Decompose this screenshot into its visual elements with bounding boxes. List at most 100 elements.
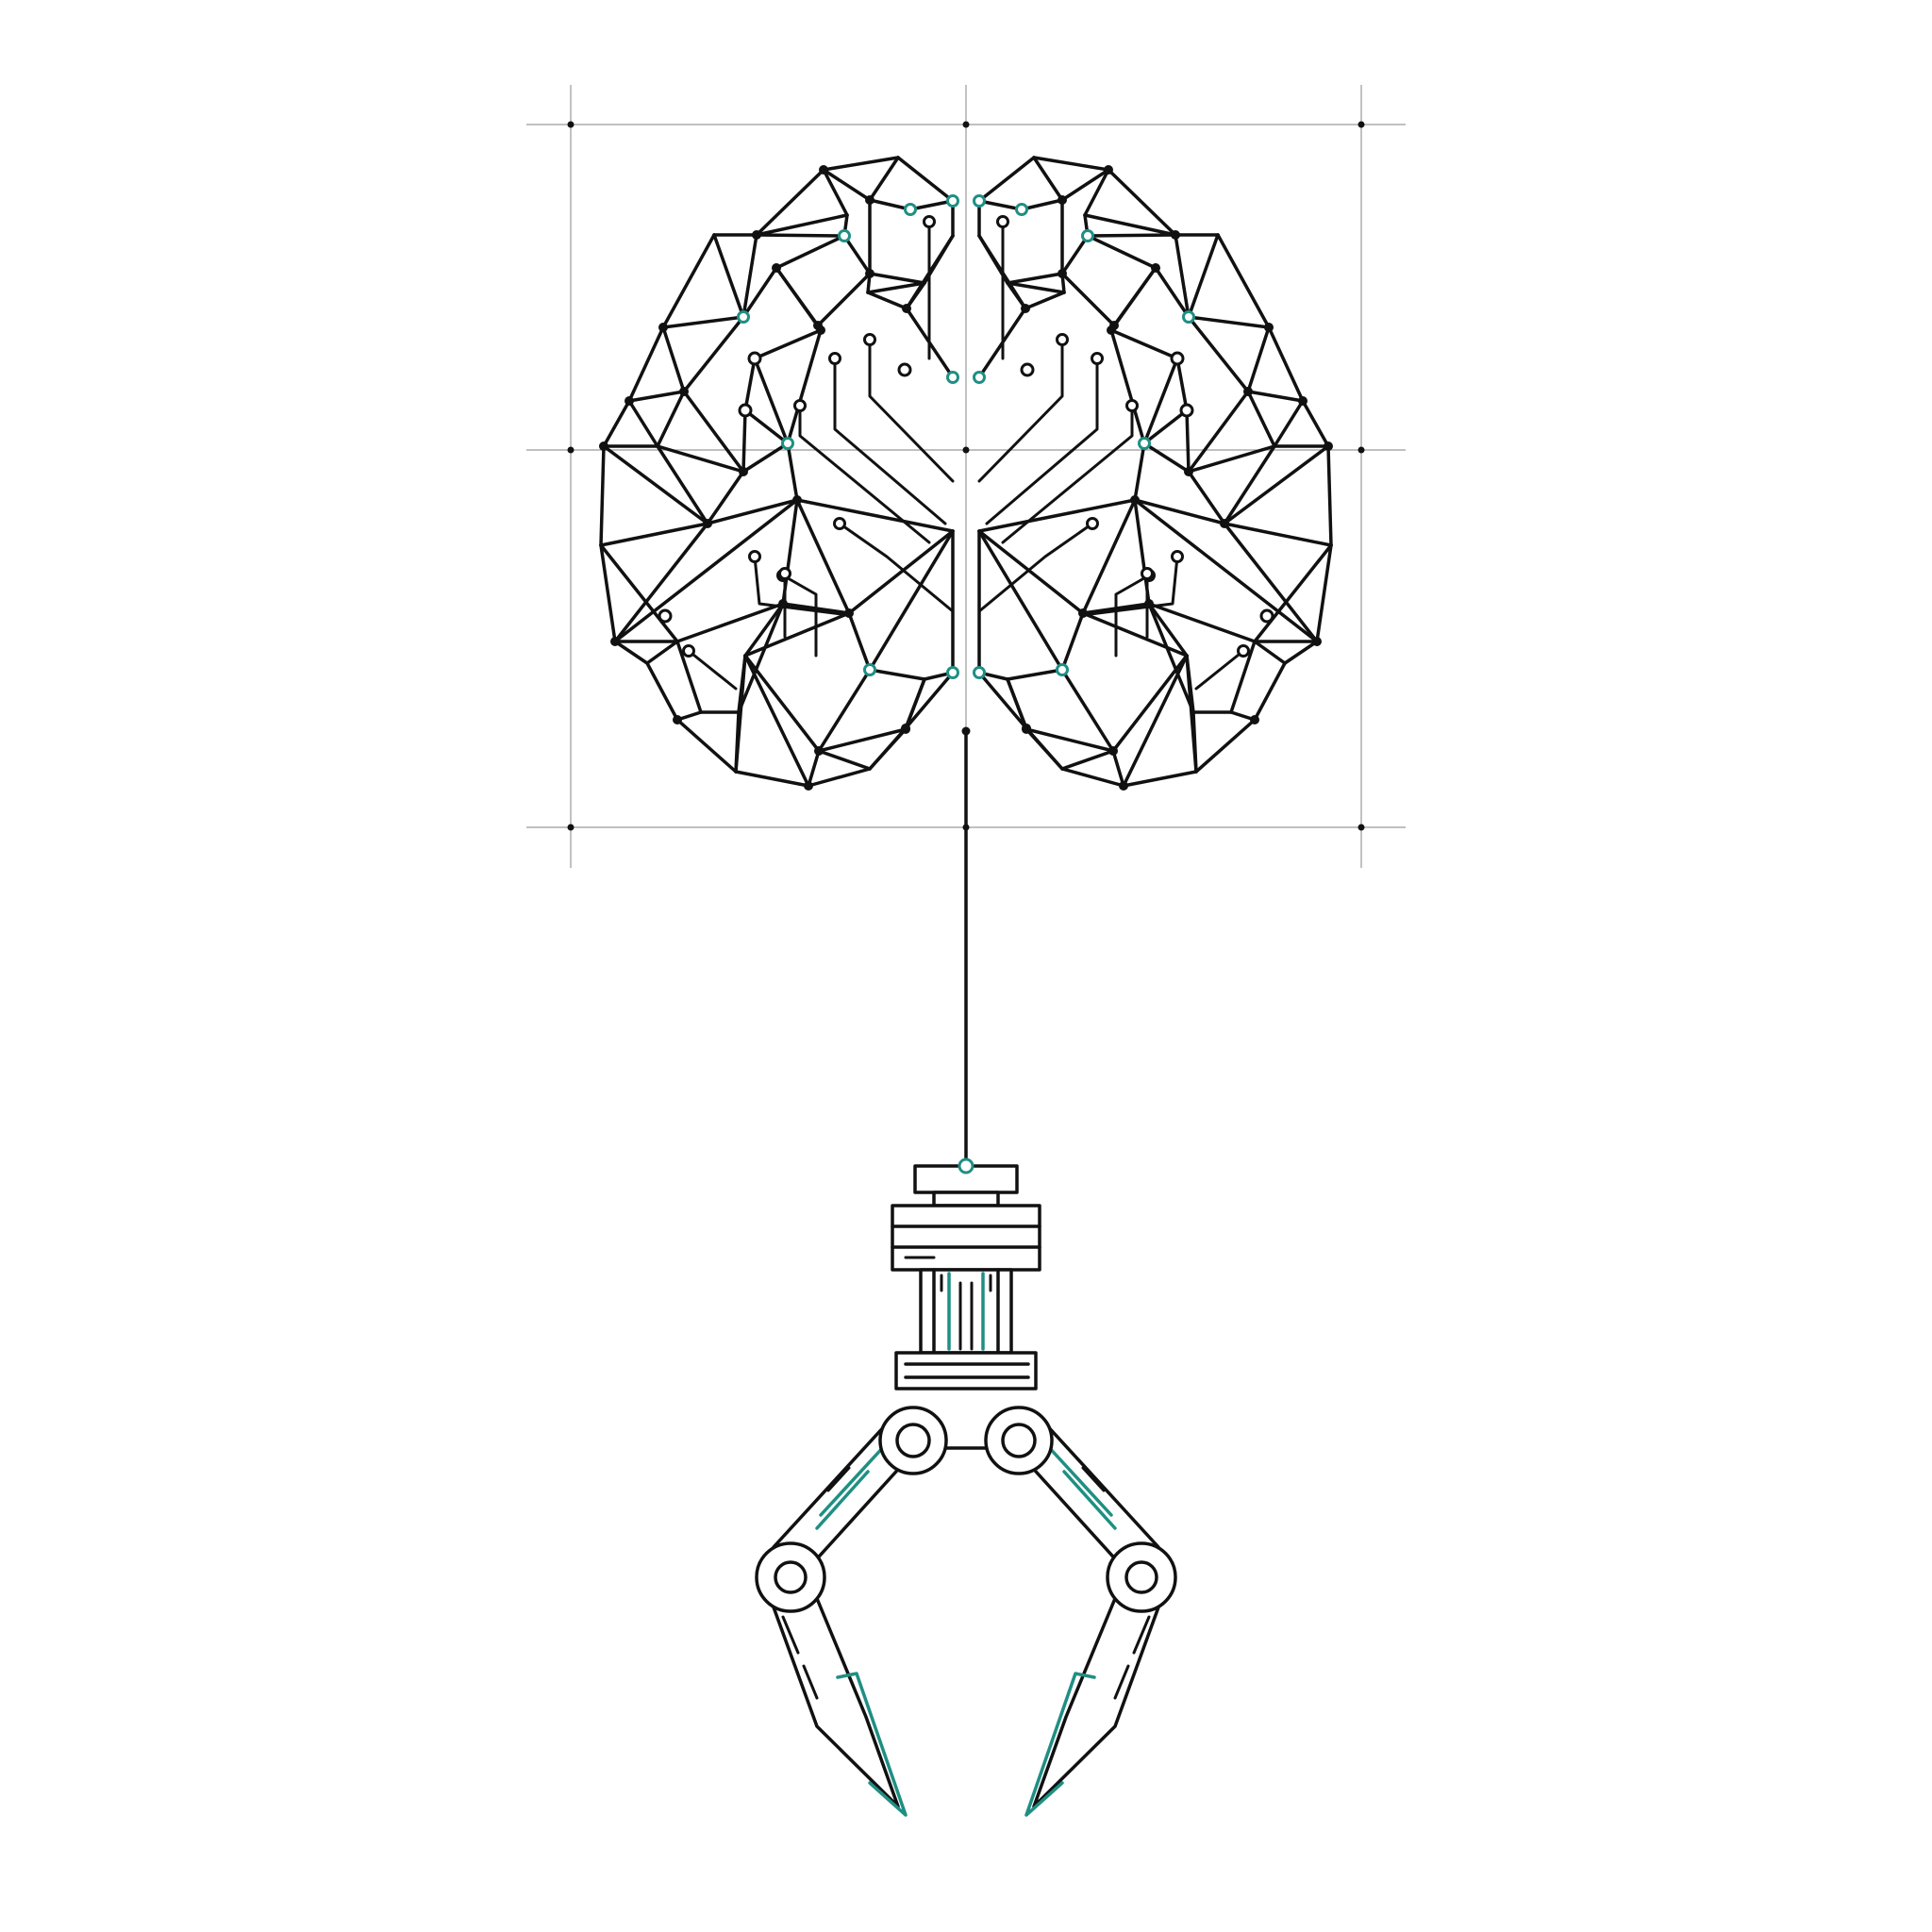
brain-node-31 — [946, 666, 959, 679]
brain-edge-88 — [795, 498, 851, 615]
brain-edge-130 — [1174, 233, 1191, 319]
circuit-trace-4 — [781, 574, 818, 658]
brain-edge-186 — [1006, 668, 1064, 681]
brain-edge-34 — [661, 315, 745, 329]
brain-node-24 — [747, 351, 762, 366]
brain-node-40 — [1312, 637, 1322, 646]
brain-edge-35 — [661, 325, 686, 393]
brain-edge-98 — [847, 529, 955, 615]
brain-edge-168 — [1147, 602, 1257, 643]
brain-node-62 — [1015, 203, 1028, 216]
brain-node-39 — [1324, 441, 1333, 451]
brain-node-26 — [897, 362, 912, 377]
brain-node-29 — [737, 310, 750, 324]
circuit-trace-R7 — [1194, 649, 1245, 691]
brain-edge-147 — [1109, 266, 1158, 332]
brain-edge-137 — [1246, 390, 1305, 403]
brain-edge-192 — [1175, 357, 1189, 412]
brain-node-35 — [1104, 165, 1113, 175]
brain-edge-31 — [712, 233, 745, 319]
brain-edge-119 — [1060, 168, 1110, 202]
brain-edge-174 — [1111, 654, 1189, 753]
brain-node-55 — [1130, 495, 1140, 505]
brain-edge-24 — [755, 233, 846, 238]
circuit-trace-3 — [838, 522, 955, 613]
brain-node-36 — [1171, 230, 1180, 240]
brain-node-54 — [1108, 746, 1118, 756]
brain-edge-187 — [1060, 668, 1115, 753]
brain-edge-163 — [1253, 640, 1287, 665]
brain-node-32 — [946, 371, 959, 384]
brain-edge-63 — [645, 640, 679, 665]
brain-edge-41 — [656, 444, 745, 474]
brain-edge-69 — [737, 602, 785, 714]
brain-edge-70 — [743, 602, 785, 658]
brain-node-70 — [793, 399, 807, 412]
brain-edge-75 — [807, 749, 821, 788]
brain-node-72 — [863, 333, 876, 346]
brain-edge-38 — [656, 390, 686, 448]
brain-edge-185 — [1060, 611, 1085, 672]
brain-node-73 — [833, 517, 846, 530]
brain-edge-37 — [627, 390, 686, 403]
brain-edge-86 — [868, 668, 926, 681]
brain-node-75 — [778, 567, 791, 580]
brain-edge-196 — [1133, 441, 1146, 502]
brain-edge-92 — [743, 357, 757, 412]
brain-edge-43 — [741, 441, 790, 474]
brain-edge-26 — [842, 234, 872, 275]
brain-node-25 — [658, 608, 673, 624]
brain-edge-64 — [675, 640, 703, 714]
brain-node-49 — [1021, 304, 1030, 313]
brain-edge-1 — [755, 168, 825, 237]
brain-node-71 — [828, 352, 841, 365]
brain-node-3 — [625, 396, 634, 406]
brain-edge-143 — [1142, 441, 1191, 474]
brain-edge-110 — [1194, 718, 1257, 774]
brain-edge-139 — [1273, 399, 1305, 448]
brain-edge-141 — [1187, 444, 1276, 474]
brain-node-27 — [904, 203, 917, 216]
brain-edge-126 — [1060, 234, 1090, 275]
brain-edge-36 — [682, 315, 745, 393]
brain-node-61 — [1020, 362, 1035, 377]
brain-edge-105 — [1301, 399, 1330, 448]
brain-edge-150 — [1006, 281, 1066, 294]
brain-edge-57 — [599, 522, 709, 547]
brain-edge-164 — [1229, 640, 1257, 714]
brain-edge-128 — [1006, 272, 1064, 285]
brain-edge-120 — [1020, 198, 1064, 211]
brain-edge-85 — [847, 611, 872, 672]
brain-edge-111 — [1122, 770, 1198, 788]
brain-node-80 — [1091, 352, 1104, 365]
brain-edge-18 — [868, 156, 900, 202]
brain-node-28 — [838, 229, 851, 242]
brain-edge-175 — [1111, 749, 1125, 788]
circuit-trace-R6 — [1081, 555, 1179, 617]
brain-edge-91 — [741, 408, 747, 474]
brain-edge-112 — [1060, 767, 1125, 788]
brain-edge-199 — [977, 498, 1137, 533]
brain-edge-48 — [816, 272, 872, 327]
brain-node-34 — [946, 194, 959, 208]
brain-node-38 — [1298, 396, 1307, 406]
brain-edge-54 — [905, 281, 926, 310]
circuit-trace-6 — [753, 555, 851, 617]
brain-edge-160 — [1223, 522, 1319, 643]
brain-edge-134 — [1187, 315, 1271, 329]
brain-node-59 — [1170, 351, 1185, 366]
brain-edge-42 — [682, 390, 745, 474]
brain-edge-107 — [1315, 543, 1333, 643]
brain-node-52 — [1078, 608, 1088, 618]
brain-node-53 — [1022, 724, 1031, 734]
brain-node-5 — [610, 637, 620, 646]
brain-node-81 — [1056, 333, 1069, 346]
brain-edge-99 — [795, 498, 955, 533]
brain-edge-123 — [1083, 213, 1177, 237]
brain-node-47 — [1243, 387, 1253, 396]
circuit-trace-0 — [798, 404, 931, 544]
brain-edge-50 — [866, 281, 926, 294]
brain-node-50 — [1220, 519, 1229, 528]
brain-edge-170 — [1147, 602, 1189, 658]
brain-edge-121 — [977, 199, 1024, 211]
